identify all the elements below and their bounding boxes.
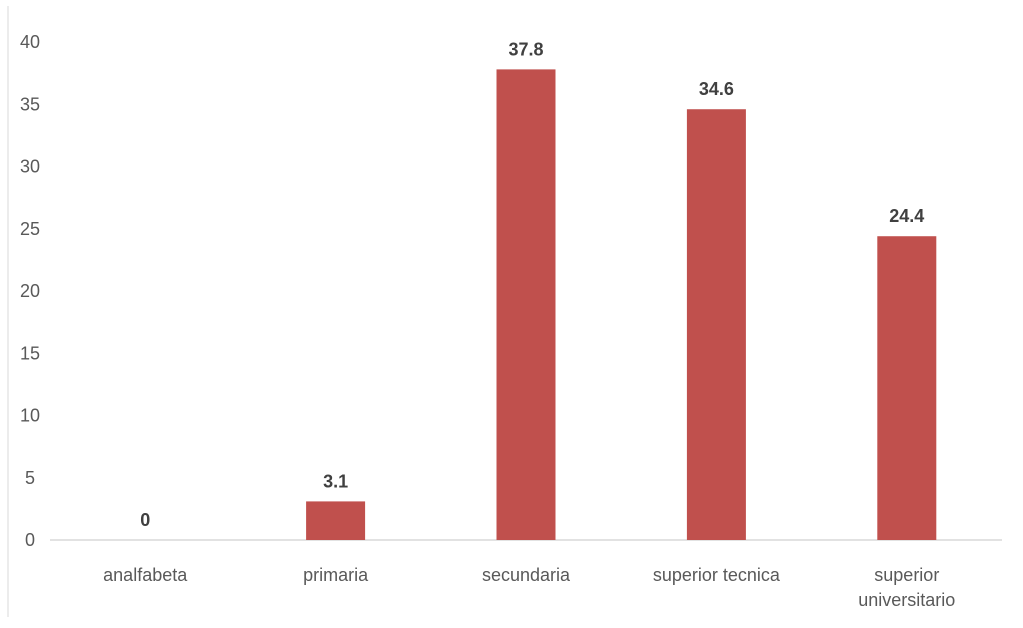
- data-label: 3.1: [323, 471, 348, 491]
- y-tick-label: 30: [20, 157, 40, 177]
- data-labels: 0 3.1 37.8 34.6 24.4: [140, 39, 924, 530]
- x-tick-label: superior tecnica: [653, 565, 781, 585]
- x-tick-label: primaria: [303, 565, 369, 585]
- bar: [686, 109, 746, 540]
- data-label: 24.4: [889, 206, 924, 226]
- y-tick-label: 0: [25, 530, 35, 550]
- bar: [306, 501, 366, 540]
- y-tick-label: 25: [20, 219, 40, 239]
- y-axis-ticks: 0 5 10 15 20 25 30 35 40: [20, 32, 40, 550]
- bar-series: [306, 69, 937, 540]
- data-label: 34.6: [699, 79, 734, 99]
- y-tick-label: 20: [20, 281, 40, 301]
- y-tick-label: 35: [20, 94, 40, 114]
- y-tick-label: 5: [25, 468, 35, 488]
- x-axis-categories: analfabeta primaria secundaria superior tec…: [103, 565, 955, 610]
- x-tick-label: universitario: [858, 590, 955, 610]
- bar: [877, 236, 937, 540]
- y-tick-label: 10: [20, 406, 40, 426]
- x-tick-label: superior: [874, 565, 939, 585]
- x-tick-label: secundaria: [482, 565, 571, 585]
- data-label: 0: [140, 510, 150, 530]
- x-tick-label: analfabeta: [103, 565, 188, 585]
- y-tick-label: 15: [20, 343, 40, 363]
- bar: [496, 69, 556, 540]
- data-label: 37.8: [508, 39, 543, 59]
- y-tick-label: 40: [20, 32, 40, 52]
